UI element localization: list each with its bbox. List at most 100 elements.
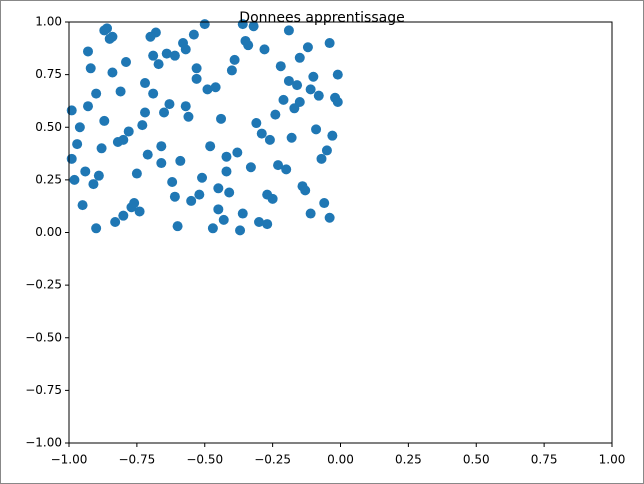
point: [96, 143, 107, 154]
point: [66, 105, 77, 116]
point: [207, 223, 218, 234]
point: [235, 225, 246, 236]
point: [294, 52, 305, 63]
point: [148, 88, 159, 99]
point: [66, 153, 77, 164]
point: [180, 101, 191, 112]
point: [93, 170, 104, 181]
point: [321, 145, 332, 156]
point: [134, 206, 145, 217]
x-tick-label: 0.00: [327, 453, 354, 467]
point: [156, 158, 167, 169]
x-tick-label: 0.75: [531, 453, 558, 467]
point: [88, 179, 99, 190]
point: [107, 31, 118, 42]
y-tick-label: −1.00: [25, 436, 62, 450]
x-tick-label: −0.25: [254, 453, 291, 467]
point: [332, 96, 343, 107]
point: [115, 86, 126, 97]
point: [286, 132, 297, 143]
point: [191, 63, 202, 74]
y-tick-label: 0.00: [35, 225, 62, 239]
point: [142, 149, 153, 160]
point: [129, 198, 140, 209]
point: [140, 78, 151, 89]
point: [302, 42, 313, 53]
point: [156, 141, 167, 152]
point: [229, 54, 240, 65]
point: [240, 35, 251, 46]
point: [248, 21, 259, 32]
x-tick-label: 1.00: [599, 453, 626, 467]
point: [316, 153, 327, 164]
point: [226, 65, 237, 76]
point: [118, 210, 129, 221]
point: [169, 50, 180, 61]
point: [197, 172, 208, 183]
y-tick-label: −0.75: [25, 383, 62, 397]
point: [278, 94, 289, 105]
point: [275, 61, 286, 72]
point: [80, 166, 91, 177]
point: [110, 216, 121, 227]
point: [164, 99, 175, 110]
point: [83, 46, 94, 57]
point: [69, 174, 80, 185]
point: [213, 183, 224, 194]
y-tick-label: 1.00: [35, 15, 62, 29]
point: [175, 155, 186, 166]
point: [137, 120, 148, 131]
x-tick-label: 0.25: [395, 453, 422, 467]
point: [254, 216, 265, 227]
point: [161, 48, 172, 59]
point: [273, 160, 284, 171]
point: [77, 200, 88, 211]
point: [245, 162, 256, 173]
point: [283, 75, 294, 86]
point: [308, 71, 319, 82]
point: [205, 141, 216, 152]
point: [256, 128, 267, 139]
point: [148, 50, 159, 61]
point: [85, 63, 96, 74]
point: [327, 130, 338, 141]
point: [262, 189, 273, 200]
y-tick-label: 0.50: [35, 120, 62, 134]
point: [180, 44, 191, 55]
point: [99, 25, 110, 36]
point: [188, 29, 199, 40]
point: [123, 126, 134, 137]
point: [167, 176, 178, 187]
point: [83, 101, 94, 112]
point: [131, 168, 142, 179]
point: [153, 59, 164, 70]
point: [313, 90, 324, 101]
point: [311, 124, 322, 135]
x-tick-label: 0.50: [463, 453, 490, 467]
y-tick-label: 0.75: [35, 67, 62, 81]
point: [72, 139, 83, 150]
point: [191, 73, 202, 84]
x-tick-label: −0.50: [186, 453, 223, 467]
point: [202, 84, 213, 95]
point: [264, 134, 275, 145]
point: [140, 107, 151, 118]
point: [216, 113, 227, 124]
point: [305, 208, 316, 219]
point: [319, 198, 330, 209]
point: [221, 166, 232, 177]
point: [224, 187, 235, 198]
point: [186, 195, 197, 206]
point: [292, 80, 303, 91]
point: [213, 204, 224, 215]
point: [74, 122, 85, 133]
point: [107, 67, 118, 78]
point: [218, 214, 229, 225]
point: [300, 185, 311, 196]
point: [91, 223, 102, 234]
point: [210, 82, 221, 93]
point: [294, 96, 305, 107]
point: [281, 164, 292, 175]
